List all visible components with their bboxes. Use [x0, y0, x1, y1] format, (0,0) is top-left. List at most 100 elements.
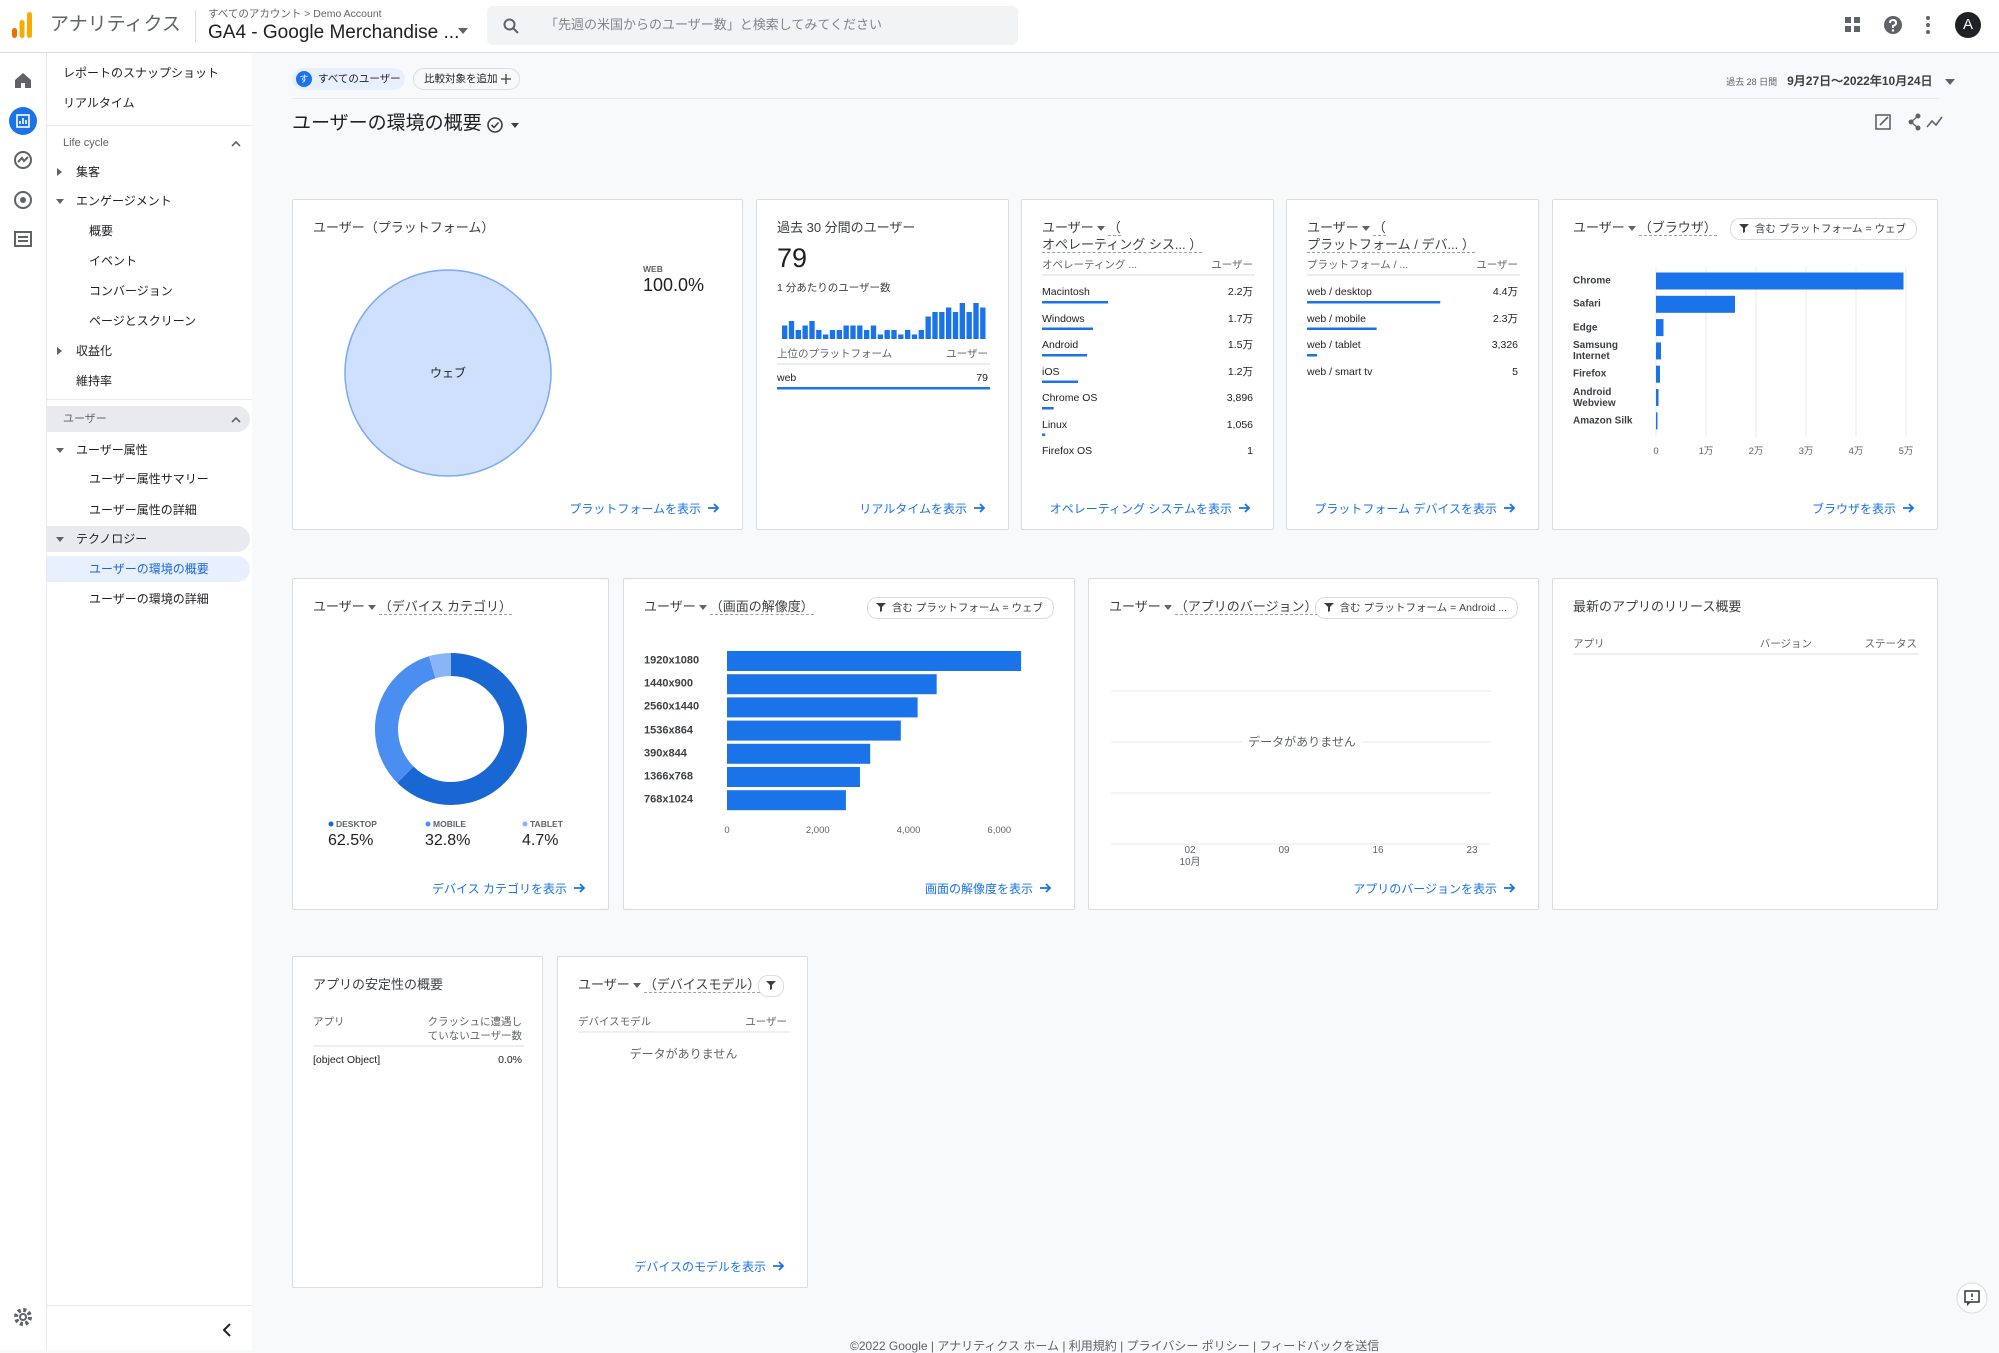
- bar: [946, 308, 951, 340]
- legend-value: 100.0%: [643, 274, 704, 296]
- date-range-value: 9月27日～2022年10月24日: [1787, 74, 1932, 88]
- bar: [809, 321, 814, 339]
- bar: [727, 674, 937, 694]
- more-icon[interactable]: [1925, 15, 1931, 35]
- property-caret: [458, 28, 468, 34]
- x-tick-label: 5万: [1899, 445, 1914, 459]
- divider: [47, 125, 252, 126]
- nav-item[interactable]: エンゲージメント: [76, 194, 172, 208]
- row-bar: [1042, 354, 1087, 357]
- nav-item[interactable]: コンバージョン: [89, 284, 173, 298]
- card-link[interactable]: オペレーティング システムを表示: [1050, 501, 1251, 517]
- link-arrow: [574, 883, 586, 893]
- nav-item[interactable]: 集客: [76, 165, 100, 179]
- link-arrow: [708, 503, 720, 513]
- card-graphics: [624, 579, 1076, 911]
- title-caret[interactable]: [1625, 225, 1639, 233]
- card-graphics: [1553, 579, 1939, 911]
- collapse-icon[interactable]: [222, 1323, 232, 1337]
- bar: [1656, 273, 1904, 290]
- nav-item[interactable]: ユーザーの環境の詳細: [89, 592, 209, 606]
- nav-item[interactable]: テクノロジー: [76, 532, 147, 546]
- filter-icon: [1739, 223, 1749, 233]
- card-link[interactable]: アプリのバージョンを表示: [1353, 881, 1516, 897]
- title-caret[interactable]: [1161, 604, 1175, 612]
- card-link[interactable]: デバイス カテゴリを表示: [432, 881, 586, 897]
- nav-item[interactable]: 維持率: [76, 374, 112, 388]
- home-icon[interactable]: [13, 71, 33, 89]
- bar: [727, 767, 860, 787]
- footer: ©2022 Google | アナリティクス ホーム | 利用規約 | プライバ…: [850, 1339, 1379, 1353]
- subtitle: 1 分あたりのユーザー数: [777, 281, 891, 295]
- title-text: ユーザー: [578, 977, 630, 992]
- bar: [898, 335, 903, 340]
- nav-item[interactable]: Life cycle: [63, 136, 109, 150]
- nav-arrow: [57, 347, 63, 355]
- title-caret[interactable]: [696, 604, 710, 612]
- row-label: [object Object]: [313, 1053, 380, 1067]
- feedback-button[interactable]: [1956, 1282, 1988, 1314]
- title-caret[interactable]: [1359, 225, 1373, 233]
- title-caret[interactable]: [365, 604, 379, 612]
- divider: [47, 1305, 252, 1306]
- breadcrumb[interactable]: すべてのアカウント > Demo Account: [208, 7, 382, 21]
- row-bar: [1042, 301, 1108, 304]
- advertising-icon[interactable]: [13, 190, 33, 210]
- nav-item[interactable]: ユーザー属性: [76, 443, 148, 457]
- link-arrow: [1504, 883, 1516, 893]
- apps-icon[interactable]: [1844, 16, 1862, 34]
- nav-item[interactable]: レポートのスナップショット: [63, 66, 219, 80]
- card-title: ユーザー（デバイスモデル）: [578, 976, 760, 993]
- title-status[interactable]: [484, 114, 524, 136]
- nav-item[interactable]: イベント: [89, 254, 137, 268]
- page-actions[interactable]: [1874, 112, 1944, 132]
- card-title: ユーザー（ブラウザ）: [1573, 219, 1717, 236]
- y-tick-label: 1440x900: [644, 679, 693, 690]
- nav-item[interactable]: 収益化: [76, 344, 112, 358]
- card-link[interactable]: プラットフォームを表示: [569, 501, 720, 517]
- avatar[interactable]: A: [1955, 12, 1981, 38]
- divider: [47, 399, 252, 400]
- nav-item[interactable]: ユーザーの環境の概要: [89, 562, 209, 576]
- card-link[interactable]: デバイスのモデルを表示: [634, 1259, 785, 1275]
- search-box[interactable]: 「先週の米国からのユーザー数」と検索してみてください: [487, 6, 1018, 45]
- logo: [12, 12, 32, 38]
- plus-icon: [501, 74, 511, 84]
- reports-icon[interactable]: [8, 106, 38, 136]
- property-name[interactable]: GA4 - Google Merchandise ...: [208, 22, 459, 44]
- row-bar: [1042, 328, 1093, 331]
- row-value: 79: [976, 371, 988, 385]
- filter-chip[interactable]: 含む プラットフォーム = ウェブ: [867, 597, 1054, 619]
- segment-chip[interactable]: す すべてのユーザー: [292, 68, 405, 90]
- filter-chip[interactable]: [758, 975, 784, 997]
- link-text: プラットフォームを表示: [569, 502, 701, 516]
- title-caret[interactable]: [1094, 225, 1108, 233]
- nav-item[interactable]: ユーザー属性の詳細: [89, 503, 197, 517]
- column-header: ユーザー: [946, 347, 988, 361]
- help-icon[interactable]: [1883, 15, 1903, 35]
- nav-item[interactable]: ページとスクリーン: [89, 314, 196, 328]
- compare-chip[interactable]: 比較対象を追加: [413, 68, 520, 90]
- y-tick-label: 768x1024: [644, 795, 693, 806]
- card-link[interactable]: ブラウザを表示: [1812, 501, 1915, 517]
- donut-segment: [387, 667, 433, 774]
- title-text: ユーザー（プラットフォーム）: [313, 220, 494, 235]
- nav-item[interactable]: ユーザー: [63, 412, 107, 426]
- card-link[interactable]: 画面の解像度を表示: [925, 881, 1052, 897]
- card-link[interactable]: プラットフォーム デバイスを表示: [1314, 501, 1516, 517]
- filter-chip[interactable]: 含む プラットフォーム = ウェブ: [1730, 218, 1917, 240]
- bar: [857, 326, 862, 340]
- title-caret[interactable]: [630, 982, 644, 990]
- library-icon[interactable]: [14, 231, 32, 247]
- nav-item[interactable]: 概要: [89, 224, 113, 238]
- settings-icon[interactable]: [13, 1307, 33, 1327]
- explore-icon[interactable]: [13, 150, 33, 170]
- nav-item[interactable]: ユーザー属性サマリー: [89, 472, 209, 486]
- card-title: 最新のアプリのリリース概要: [1573, 598, 1741, 615]
- card-link[interactable]: リアルタイムを表示: [859, 501, 986, 517]
- nav-item[interactable]: リアルタイム: [63, 96, 135, 110]
- y-tick-label: 2560x1440: [644, 702, 699, 713]
- filter-chip[interactable]: 含む プラットフォーム = Android ...: [1315, 597, 1518, 619]
